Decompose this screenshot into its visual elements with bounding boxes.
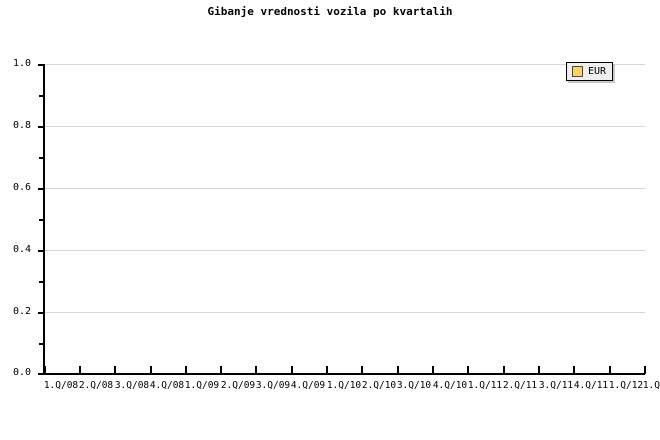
y-tick-0.6 xyxy=(38,188,44,190)
x-axis-label-17: 1.Q/12 xyxy=(642,380,660,391)
y-axis-label-0.6: 0.6 xyxy=(12,182,31,193)
x-tick-2 xyxy=(114,366,116,374)
gridline-0.4 xyxy=(44,250,645,251)
x-tick-1 xyxy=(79,366,81,374)
x-tick-8 xyxy=(326,366,328,374)
x-tick-16 xyxy=(609,366,611,374)
gridline-0.2 xyxy=(44,312,645,313)
chart-title: Gibanje vrednosti vozila po kvartalih xyxy=(207,5,453,18)
x-tick-13 xyxy=(503,366,505,374)
x-tick-0 xyxy=(44,366,46,374)
legend-label-eur: EUR xyxy=(588,66,607,77)
y-axis-label-0.2: 0.2 xyxy=(12,306,31,317)
x-axis-label-1: 2.Q/08 xyxy=(78,380,114,391)
y-tick-0.4 xyxy=(38,250,44,252)
x-axis-label-2: 3.Q/08 xyxy=(114,380,150,391)
x-axis-label-12: 1.Q/11 xyxy=(467,380,503,391)
x-tick-3 xyxy=(150,366,152,374)
y-tick-0.8 xyxy=(38,126,44,128)
x-tick-6 xyxy=(255,366,257,374)
y-tick-1.0 xyxy=(38,64,44,66)
y-tick-minor-0.5 xyxy=(39,219,44,221)
x-tick-12 xyxy=(467,366,469,374)
x-axis-label-14: 3.Q/11 xyxy=(538,380,574,391)
y-axis-label-0.0: 0.0 xyxy=(12,367,31,378)
x-tick-4 xyxy=(185,366,187,374)
y-axis-label-1.0: 1.0 xyxy=(12,58,31,69)
x-tick-11 xyxy=(432,366,434,374)
plot-area xyxy=(44,64,645,374)
x-tick-9 xyxy=(361,366,363,374)
x-axis-label-13: 2.Q/11 xyxy=(502,380,538,391)
x-tick-7 xyxy=(291,366,293,374)
y-tick-0.0 xyxy=(38,373,44,375)
y-axis-label-0.8: 0.8 xyxy=(12,120,31,131)
x-axis-label-10: 3.Q/10 xyxy=(396,380,432,391)
x-axis-label-16: 1.Q/12 xyxy=(608,380,644,391)
x-axis-line xyxy=(43,373,645,375)
y-tick-minor-0.3 xyxy=(39,281,44,283)
y-tick-minor-0.1 xyxy=(39,343,44,345)
x-axis-label-8: 1.Q/10 xyxy=(326,380,362,391)
y-tick-minor-0.7 xyxy=(39,157,44,159)
y-axis-label-0.4: 0.4 xyxy=(12,244,31,255)
chart-legend[interactable]: EUR xyxy=(566,62,614,81)
x-axis-label-9: 2.Q/10 xyxy=(361,380,397,391)
x-axis-label-4: 1.Q/09 xyxy=(184,380,220,391)
legend-swatch-eur xyxy=(572,66,583,77)
x-tick-5 xyxy=(220,366,222,374)
x-axis-label-5: 2.Q/09 xyxy=(220,380,256,391)
gridline-0.8 xyxy=(44,126,645,127)
x-tick-15 xyxy=(573,366,575,374)
gridline-1.0 xyxy=(44,64,645,65)
x-axis-label-0: 1.Q/08 xyxy=(43,380,79,391)
x-axis-label-15: 4.Q/11 xyxy=(573,380,609,391)
x-tick-14 xyxy=(538,366,540,374)
x-axis-label-11: 4.Q/10 xyxy=(432,380,468,391)
gridline-0.6 xyxy=(44,188,645,189)
x-tick-17 xyxy=(644,366,646,374)
y-tick-minor-0.9 xyxy=(39,95,44,97)
x-axis-label-6: 3.Q/09 xyxy=(255,380,291,391)
x-axis-label-7: 4.Q/09 xyxy=(290,380,326,391)
x-tick-10 xyxy=(397,366,399,374)
y-tick-0.2 xyxy=(38,312,44,314)
x-axis-label-3: 4.Q/08 xyxy=(149,380,185,391)
